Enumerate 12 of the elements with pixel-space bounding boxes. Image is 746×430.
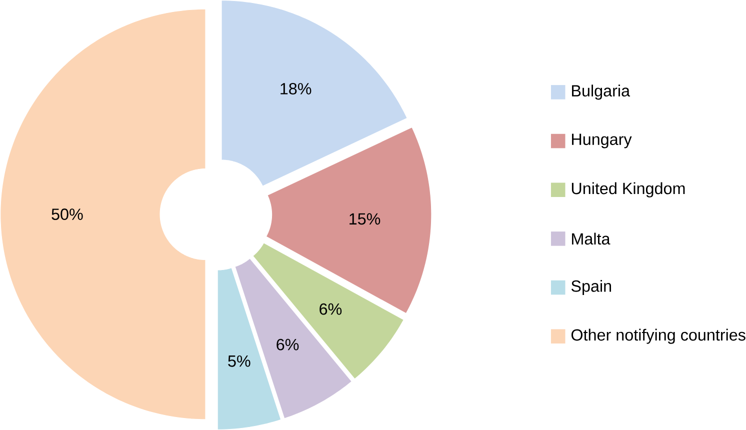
legend-label: Bulgaria [572,84,630,100]
legend-label: Spain [571,280,612,296]
data-label: 18% [280,82,312,94]
legend-label: Hungary [572,134,632,148]
data-label: 50% [52,208,83,220]
data-label: 6% [320,303,342,315]
legend-label: Malta [572,232,610,245]
data-label: 6% [276,338,299,350]
data-label: 5% [228,355,250,367]
legend-label: United Kingdom [572,182,685,198]
legend-label: Other notifying countries [571,328,746,344]
data-label: 15% [350,213,380,225]
